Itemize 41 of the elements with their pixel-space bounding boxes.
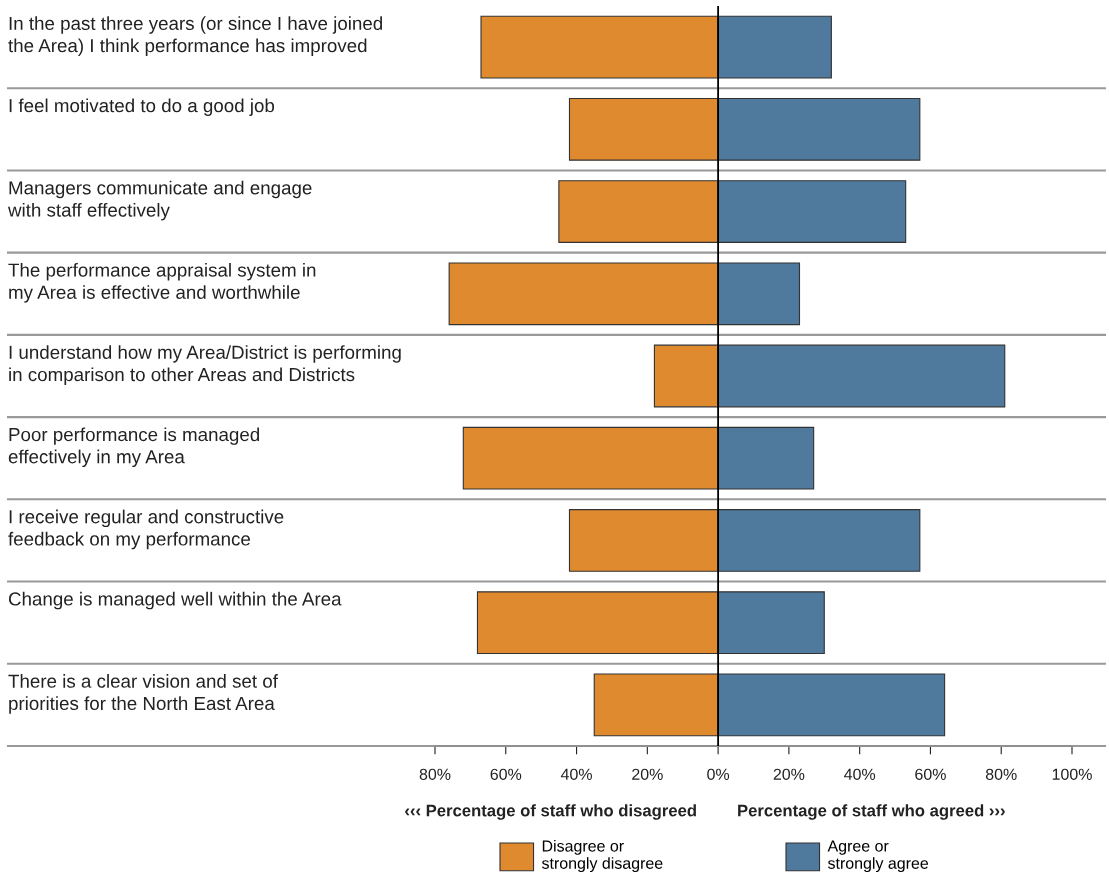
bar [462,426,719,490]
bar [717,262,801,326]
bar [593,673,719,737]
bar [448,262,719,326]
x-tick-label: 60% [490,768,522,780]
legend-label: Disagree or strongly disagree [541,839,663,873]
y-tick-label: There is a clear vision and set of priorities for the North East Area [8,674,278,714]
y-tick-label: Change is managed well within the Area [8,591,342,610]
y-tick-label: Managers communicate and engage with staff effectively [7,180,312,221]
bar [717,509,921,572]
x-tick-label: 0% [707,768,730,780]
x-tick-label: 80% [985,768,1017,780]
x-tick-label: 20% [632,768,663,780]
bar [476,591,719,655]
bar [568,97,719,161]
y-tick-label: I feel motivated to do a good job [9,98,275,116]
bar [717,673,946,737]
bar [480,15,719,79]
y-tick-label: Poor performance is managed effectively in my Area [8,427,260,468]
x-tick-label: 40% [560,768,592,780]
x-tick-label: 100% [1052,768,1092,780]
bar [717,426,815,490]
bar [568,509,719,572]
bar [717,97,921,161]
text: ‹‹‹ Percentage of staff who disagreed [405,804,696,820]
y-tick-label: In the past three years (or since I have joined the Area) I think performance has improved [8,16,382,56]
x-tick-label: 40% [844,768,876,780]
x-tick-label: 60% [915,768,946,780]
text: Percentage of staff who agreed ››› [738,804,1005,820]
legend-label: Agree or strongly agree [827,840,929,873]
bar [653,344,719,408]
bar [717,591,825,655]
bar [558,180,719,243]
y-tick-label: The performance appraisal system in my Area is effective and worthwhile [8,262,316,303]
x-tick-label: 80% [419,768,451,780]
bar [717,15,832,79]
x-tick-label: 20% [773,768,805,780]
bar [717,344,1006,408]
bar [717,180,907,243]
y-tick-label: I receive regular and constructive feedback on my performance [8,509,284,550]
y-tick-label: I understand how my Area/District is performing in comparison to other Areas and Districts [9,345,401,385]
